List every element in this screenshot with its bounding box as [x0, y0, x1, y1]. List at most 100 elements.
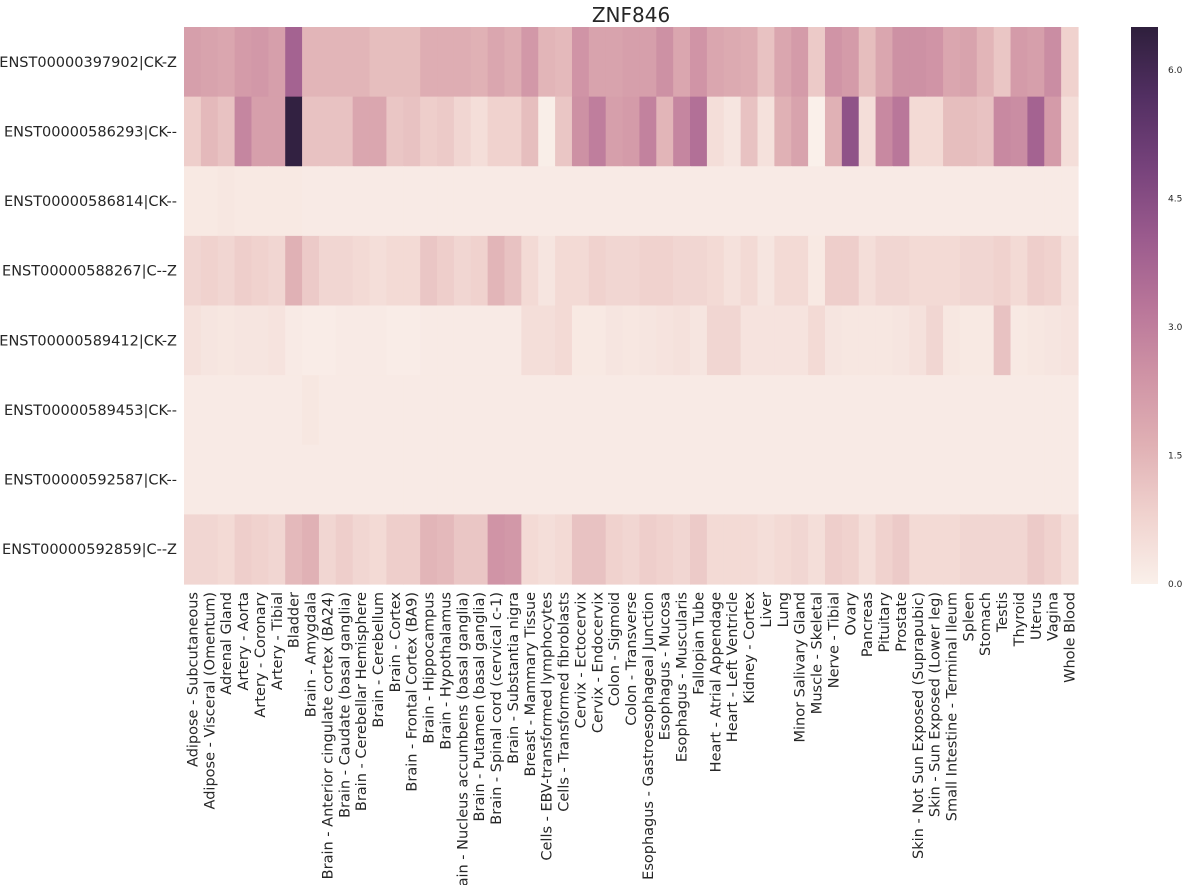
heatmap-cell	[690, 305, 708, 376]
heatmap-cell	[251, 166, 269, 237]
heatmap-cell	[538, 375, 556, 446]
heatmap-cell	[453, 235, 472, 307]
heatmap-cell	[571, 305, 590, 376]
heatmap-cell	[571, 27, 590, 98]
heatmap-cell	[943, 96, 961, 167]
heatmap-cell	[403, 166, 421, 237]
heatmap-cell	[285, 375, 303, 446]
heatmap-cell	[690, 27, 708, 98]
heatmap-cell	[605, 375, 624, 446]
heatmap-cell	[943, 27, 961, 98]
heatmap-cell	[909, 235, 927, 307]
heatmap-cell	[555, 305, 573, 376]
heatmap-cell	[1044, 305, 1062, 376]
heatmap-cell	[555, 444, 573, 515]
heatmap-cell	[1061, 235, 1079, 307]
heatmap-cell	[1044, 514, 1062, 585]
heatmap-cell	[622, 27, 641, 98]
heatmap-cell	[791, 514, 809, 585]
column-label: Cells - Transformed fibroblasts	[557, 592, 573, 812]
heatmap-cell	[318, 166, 337, 237]
column-label: Skin - Not Sun Exposed (Suprapubic)	[911, 592, 927, 859]
heatmap-cell	[437, 96, 455, 167]
column-label: Whole Blood	[1063, 592, 1079, 683]
heatmap-cell	[251, 96, 269, 167]
heatmap-cell	[504, 514, 522, 585]
heatmap-cell	[909, 514, 927, 585]
heatmap-cell	[200, 444, 219, 515]
heatmap-cell	[335, 305, 354, 376]
heatmap-cell	[740, 235, 759, 307]
heatmap-cell	[588, 305, 607, 376]
heatmap-cell	[892, 235, 910, 307]
heatmap-cell	[234, 235, 253, 307]
heatmap-cell	[352, 305, 371, 376]
heatmap-cell	[875, 96, 894, 167]
heatmap-cell	[1061, 166, 1079, 237]
heatmap-cell	[959, 444, 978, 515]
heatmap-cell	[993, 305, 1012, 376]
heatmap-cell	[622, 235, 641, 307]
heatmap-cell	[487, 305, 506, 376]
heatmap-cell	[1010, 444, 1028, 515]
column-label: Brain - Substantia nigra	[506, 592, 522, 764]
heatmap-cell	[437, 375, 455, 446]
heatmap-cell	[824, 514, 843, 585]
heatmap-cell	[605, 444, 624, 515]
heatmap-cell	[369, 235, 388, 307]
heatmap-cell	[369, 375, 388, 446]
heatmap-cell	[1061, 444, 1079, 515]
heatmap-cell	[673, 514, 691, 585]
heatmap-cell	[605, 166, 624, 237]
heatmap-cell	[184, 96, 202, 167]
heatmap-cell	[909, 375, 927, 446]
column-label: Colon - Transverse	[624, 592, 640, 726]
heatmap-cell	[757, 96, 775, 167]
heatmap-cell	[470, 96, 489, 167]
heatmap-cell	[521, 166, 539, 237]
heatmap-cell	[706, 235, 725, 307]
heatmap-cell	[386, 514, 404, 585]
heatmap-cell	[521, 375, 539, 446]
heatmap-cell	[437, 235, 455, 307]
column-label: Brain - Spinal cord (cervical c-1)	[489, 592, 505, 825]
column-label: Brain - Hypothalamus	[438, 592, 454, 750]
heatmap-cell	[875, 444, 894, 515]
heatmap-cell	[487, 514, 506, 585]
column-label: Lung	[776, 592, 792, 627]
heatmap-cell	[453, 375, 472, 446]
row-label: ENST00000589453|CK--	[4, 403, 177, 419]
heatmap-cell	[538, 444, 556, 515]
heatmap-cell	[335, 27, 354, 98]
column-label: Uterus	[1029, 592, 1045, 640]
heatmap-cell	[791, 166, 809, 237]
heatmap-cell	[184, 514, 202, 585]
heatmap-cell	[555, 27, 573, 98]
heatmap-cell	[234, 514, 253, 585]
heatmap-cell	[605, 514, 624, 585]
heatmap-cell	[1044, 166, 1062, 237]
heatmap-cell	[369, 305, 388, 376]
heatmap-cell	[571, 444, 590, 515]
heatmap-cell	[976, 27, 995, 98]
heatmap-cell	[504, 305, 522, 376]
heatmap-cell	[622, 305, 641, 376]
heatmap-cell	[673, 96, 691, 167]
heatmap-cell	[673, 444, 691, 515]
heatmap-cell	[706, 514, 725, 585]
heatmap-cell	[504, 235, 522, 307]
heatmap-cell	[217, 96, 236, 167]
heatmap-cell	[302, 96, 320, 167]
heatmap-cell	[639, 514, 657, 585]
heatmap-cell	[487, 166, 506, 237]
heatmap-cell	[959, 305, 978, 376]
heatmap-cell	[639, 96, 657, 167]
heatmap-cell	[622, 444, 641, 515]
heatmap-cell	[234, 166, 253, 237]
heatmap-cell	[555, 96, 573, 167]
heatmap-cell	[1027, 96, 1045, 167]
heatmap-cell	[774, 96, 792, 167]
heatmap-cell	[673, 305, 691, 376]
heatmap-cell	[774, 27, 792, 98]
